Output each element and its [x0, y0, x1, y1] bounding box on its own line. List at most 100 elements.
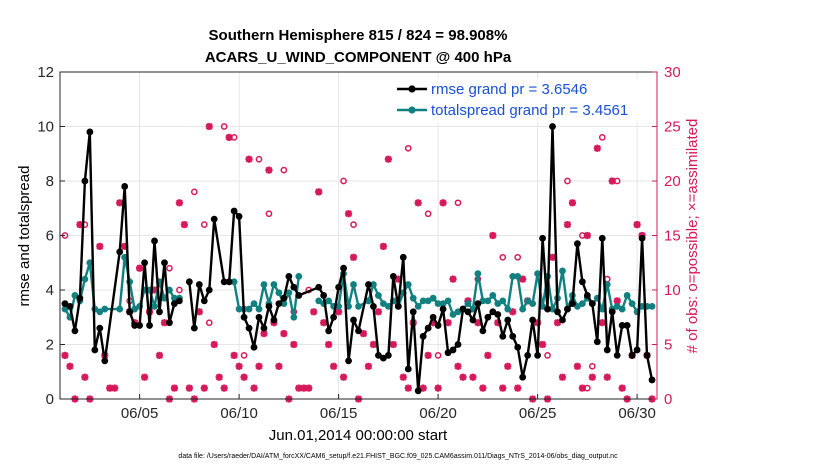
rmse-point	[578, 278, 586, 286]
totalspread-point	[494, 300, 502, 308]
y-tick-label: 4	[46, 282, 54, 299]
rmse-point	[86, 128, 94, 136]
rmse-point	[648, 376, 656, 384]
obs-assimilated-point	[325, 340, 333, 349]
totalspread-point	[285, 289, 293, 297]
obs-assimilated-point	[504, 362, 512, 370]
rmse-point	[161, 259, 168, 267]
totalspread-point	[434, 300, 442, 308]
obs-assimilated-point	[454, 362, 462, 370]
obs-assimilated-point	[61, 351, 69, 359]
y2-tick-label: 10	[664, 282, 681, 299]
rmse-point	[434, 322, 442, 329]
rmse-point	[459, 305, 467, 313]
rmse-point	[345, 357, 352, 365]
rmse-point	[195, 281, 203, 288]
obs-possible-point	[454, 199, 462, 207]
totalspread-point	[350, 281, 357, 288]
obs-possible-point	[564, 177, 571, 185]
totalspread-point	[370, 281, 377, 288]
x-tick-label: 06/15	[320, 405, 358, 422]
obs-assimilated-point	[180, 221, 188, 229]
obs-assimilated-point	[434, 384, 442, 392]
obs-assimilated-point	[404, 384, 412, 392]
obs-assimilated-point	[255, 362, 263, 370]
obs-assimilated-point	[245, 155, 253, 163]
obs-assimilated-point	[514, 384, 522, 392]
totalspread-point	[384, 302, 392, 310]
obs-assimilated-point	[305, 384, 313, 392]
totalspread-point	[439, 300, 447, 308]
rmse-point	[71, 327, 79, 335]
y-tick-label: 2	[46, 337, 54, 354]
rmse-point	[454, 341, 462, 348]
y-tick-label: 8	[46, 173, 54, 190]
totalspread-point	[484, 297, 492, 305]
rmse-point	[370, 302, 377, 310]
rmse-point	[96, 324, 104, 332]
totalspread-point	[86, 259, 94, 267]
rmse-point	[399, 253, 407, 261]
totalspread-point	[464, 300, 472, 308]
gridlines	[60, 71, 657, 400]
rmse-point	[569, 300, 576, 308]
rmse-point	[275, 300, 283, 308]
rmse-point	[355, 327, 362, 335]
rmse-point	[389, 272, 397, 280]
totalspread-point	[131, 305, 139, 313]
totalspread-point	[71, 292, 79, 299]
totalspread-point	[280, 300, 288, 308]
rmse-point	[583, 292, 591, 299]
obs-assimilated-point	[280, 330, 288, 338]
obs-assimilated-point	[618, 384, 626, 392]
rmse-point	[151, 237, 158, 245]
obs-assimilated-point	[484, 351, 492, 359]
obs-assimilated-point	[399, 373, 407, 381]
obs-assimilated-point	[538, 340, 547, 349]
x-tick-label: 06/25	[519, 405, 557, 422]
y-axis-label: rmse and totalspread	[16, 166, 33, 307]
obs-assimilated-point	[439, 199, 447, 207]
obs-assimilated-point	[275, 362, 283, 370]
rmse-point	[379, 354, 387, 362]
totalspread-point	[409, 294, 417, 302]
obs-possible-point	[265, 210, 273, 218]
rmse-point	[628, 352, 636, 359]
obs-assimilated-point	[633, 221, 641, 229]
obs-possible-point	[514, 253, 522, 261]
legend-rmse-marker	[408, 85, 416, 93]
obs-assimilated-point	[140, 373, 149, 381]
rmse-point	[598, 234, 606, 242]
y2-tick-label: 5	[664, 337, 672, 354]
totalspread-point	[429, 294, 437, 302]
obs-assimilated-point	[374, 308, 382, 316]
obs-possible-point	[166, 264, 173, 272]
legend-box	[392, 78, 656, 122]
obs-possible-point	[205, 319, 213, 327]
rmse-point	[564, 305, 571, 313]
obs-assimilated-point	[499, 384, 507, 392]
totalspread-point	[355, 302, 362, 310]
rmse-point	[280, 294, 288, 302]
totalspread-point	[270, 281, 278, 288]
rmse-point	[116, 248, 124, 256]
obs-assimilated-point	[344, 210, 353, 218]
totalspread-point	[171, 294, 178, 302]
totalspread-point	[598, 305, 606, 313]
rmse-point	[559, 316, 566, 324]
rmse-point	[524, 352, 532, 359]
rmse-point	[439, 305, 447, 313]
obs-assimilated-point	[608, 177, 616, 185]
y2-tick-label: 20	[664, 173, 681, 190]
totalspread-point	[613, 302, 621, 310]
obs-assimilated-point	[175, 199, 183, 207]
totalspread-point	[509, 272, 517, 280]
rmse-point	[76, 294, 84, 302]
obs-assimilated-point	[210, 340, 218, 349]
totalspread-point	[479, 297, 487, 305]
obs-assimilated-point	[489, 231, 497, 240]
obs-assimilated-point	[220, 384, 228, 392]
rmse-point	[424, 324, 432, 332]
rmse-point	[444, 349, 452, 357]
